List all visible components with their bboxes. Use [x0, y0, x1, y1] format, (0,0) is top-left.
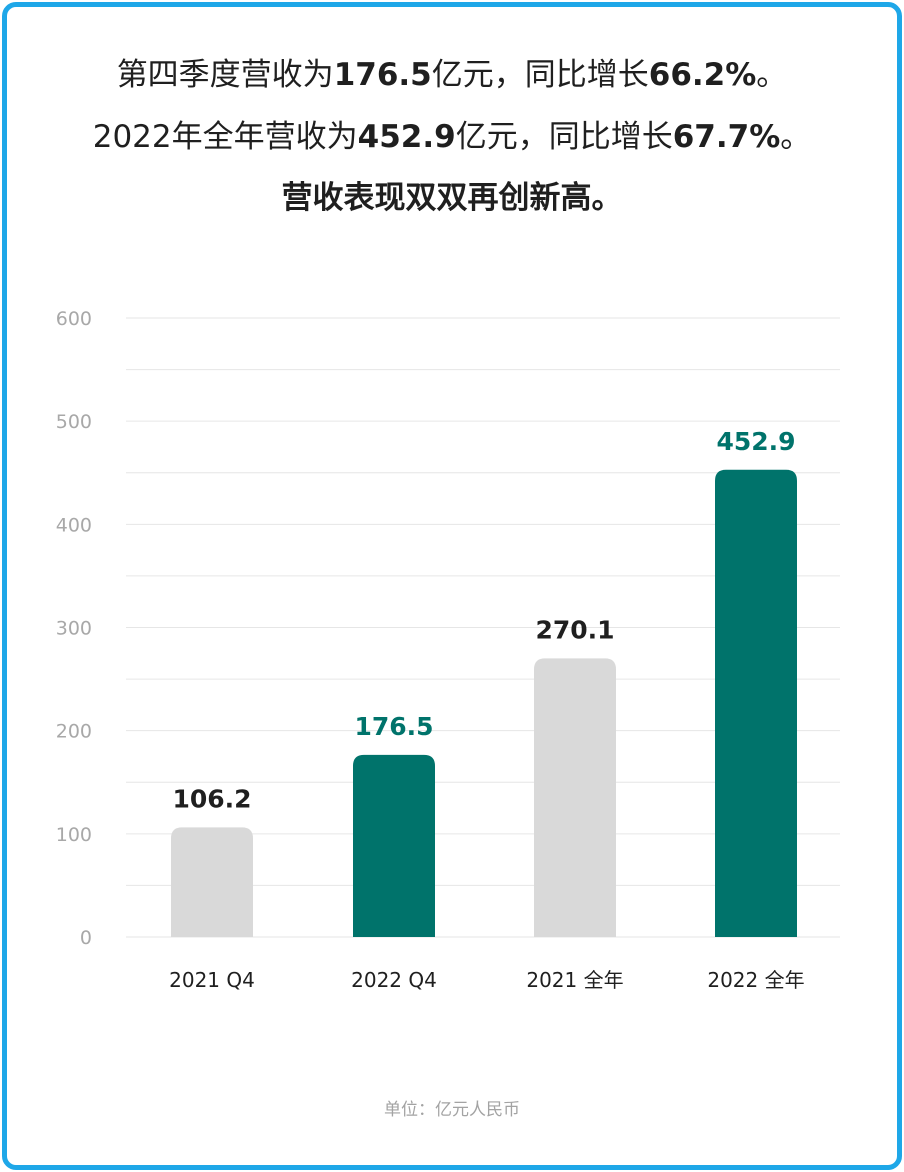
- bar-chart: 0 100 200 300 400 500 600 106.2 176.5 270.1 452.9…: [56, 308, 840, 992]
- bar-value-label: 270.1: [535, 615, 614, 644]
- headline-year: 2022年全年营收为452.9亿元，同比增长67.7%。: [0, 117, 904, 157]
- headline-quarter: 第四季度营收为176.5亿元，同比增长66.2%。: [0, 55, 904, 95]
- bar: [715, 469, 797, 937]
- headline-quarter-mid: 亿元，同比增长: [431, 57, 649, 93]
- unit-note: 单位：亿元人民币: [384, 1100, 520, 1120]
- y-tick-label: 200: [56, 721, 92, 743]
- bar: [534, 658, 616, 937]
- x-tick-label: 2021 Q4: [169, 968, 255, 992]
- x-tick-label: 2022 Q4: [351, 968, 437, 992]
- headline-quarter-value: 176.5: [333, 57, 432, 93]
- y-tick-label: 400: [56, 514, 92, 536]
- y-axis-ticks: 0 100 200 300 400 500 600: [56, 308, 92, 949]
- bar-value-label: 176.5: [354, 712, 433, 741]
- headline-year-value: 452.9: [357, 119, 456, 155]
- bar-value-label: 452.9: [716, 427, 795, 456]
- value-labels: 106.2 176.5 270.1 452.9: [172, 427, 795, 814]
- headline-year-growth: 67.7%: [672, 119, 781, 155]
- headline-year-suffix: 。: [780, 119, 812, 155]
- headline-quarter-prefix: 第四季度营收为: [116, 57, 334, 93]
- headline-year-prefix: 2022年全年营收为: [92, 119, 358, 155]
- x-axis-ticks: 2021 Q4 2022 Q4 2021 全年 2022 全年: [169, 968, 805, 992]
- y-tick-label: 500: [56, 411, 92, 433]
- chart-bars: [171, 469, 797, 937]
- headline-summary: 营收表现双双再创新高。: [281, 180, 623, 216]
- y-tick-label: 100: [56, 824, 92, 846]
- bar: [353, 754, 435, 937]
- x-tick-label: 2022 全年: [707, 968, 804, 992]
- headline-year-mid: 亿元，同比增长: [455, 119, 673, 155]
- y-tick-label: 300: [56, 618, 92, 640]
- y-tick-label: 600: [56, 308, 92, 330]
- headline-quarter-suffix: 。: [756, 57, 788, 93]
- bar: [171, 827, 253, 937]
- y-tick-label: 0: [80, 927, 92, 949]
- x-tick-label: 2021 全年: [526, 968, 623, 992]
- headline-quarter-growth: 66.2%: [648, 57, 757, 93]
- bar-value-label: 106.2: [172, 784, 251, 813]
